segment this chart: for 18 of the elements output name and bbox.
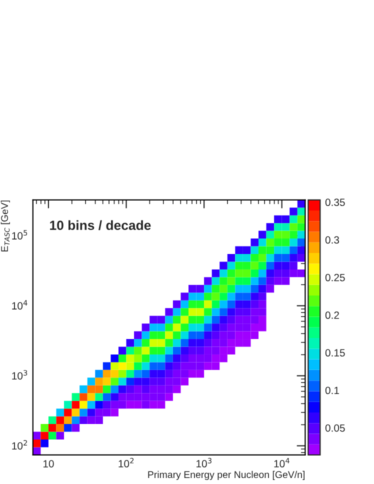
color-bar-label: 0.35 [325,198,345,206]
color-bar-label: 0.05 [325,424,345,432]
y-tick-label: 10$^{5}$ [12,230,28,240]
x-tick-label: 10$^{4}$ [274,458,290,468]
x-axis-title: Primary Energy per Nucleon [GeV/n] [148,470,304,480]
y-axis-title: E$_{TASC}$ [GeV] [0,200,10,252]
color-bar-label: 0.15 [325,349,345,357]
x-tick-label: 10$^{2}$ [118,458,134,468]
y-tick-label: 10$^{2}$ [12,440,27,450]
y-tick-label: 10$^{3}$ [12,370,28,380]
x-tick-label: 10$^{3}$ [196,458,212,468]
y-tick-label: 10$^{4}$ [12,300,28,310]
color-bar-label: 0.1 [325,386,339,394]
color-bar-label: 0.25 [325,274,345,282]
color-bar-label: 0.2 [325,312,339,319]
annotation: 10 bins / decade [50,220,151,230]
x-tick-label: 10 [43,460,54,468]
color-bar-label: 0.3 [325,236,340,244]
